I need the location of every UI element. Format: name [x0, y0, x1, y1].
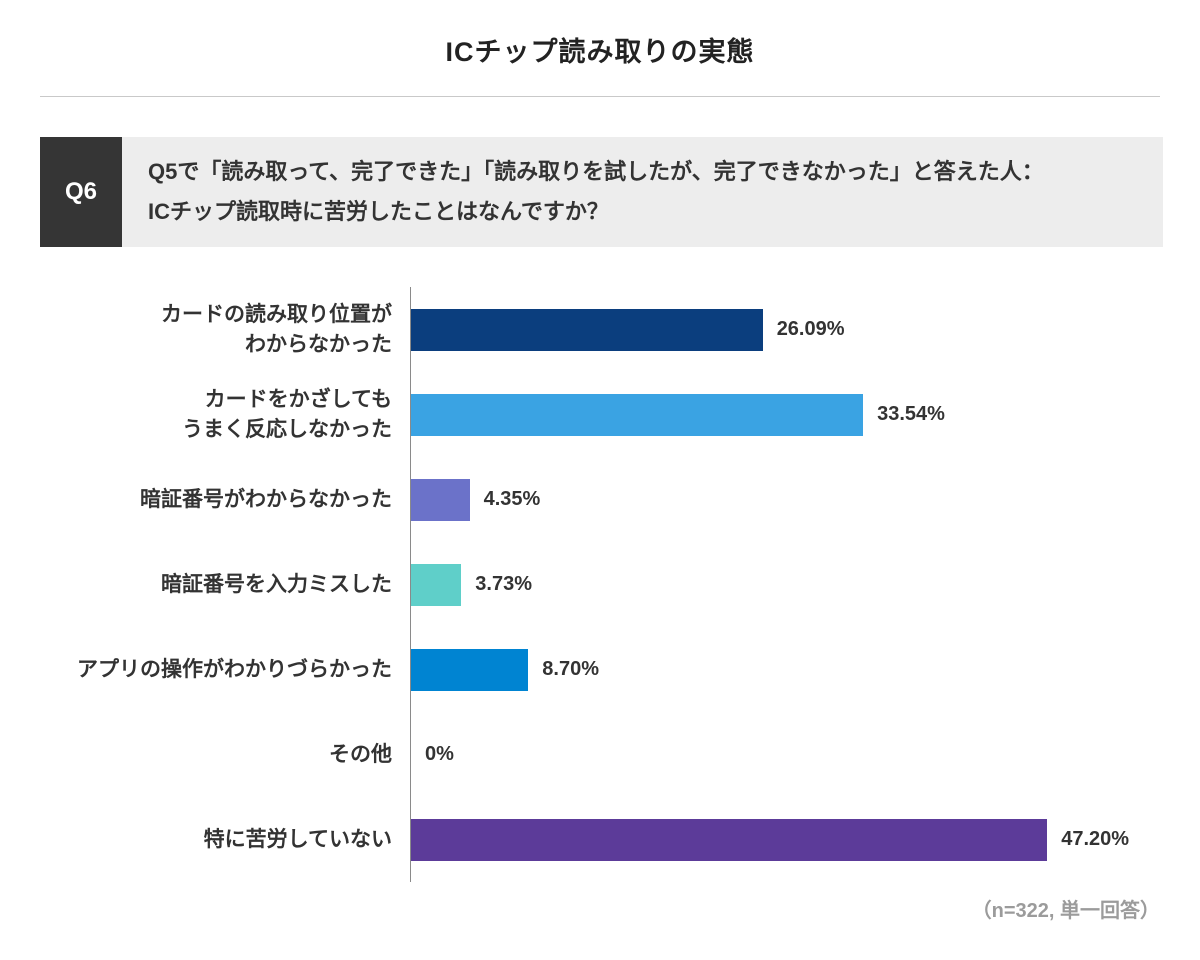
category-label: 暗証番号がわからなかった [140, 487, 392, 511]
chart-row: カードをかざしても うまく反応しなかった 33.54% [40, 372, 1160, 457]
chart-row: 特に苦労していない 47.20% [40, 797, 1160, 882]
bar-track: 0% [410, 712, 1160, 797]
category-label: アプリの操作がわかりづらかった [77, 657, 392, 681]
category-label: 特に苦労していない [203, 827, 392, 851]
bar [411, 393, 864, 436]
question-text: Q5で「読み取って、完了できた」「読み取りを試したが、完了できなかった」と答えた… [122, 137, 1163, 247]
category-label: その他 [329, 742, 392, 766]
value-label: 4.35% [483, 488, 541, 510]
value-label: 3.73% [475, 573, 532, 595]
page-title: ICチップ読み取りの実態 [445, 37, 755, 67]
category-label: 暗証番号を入力ミスした [161, 572, 392, 596]
question-block: Q6 Q5で「読み取って、完了できた」「読み取りを試したが、完了できなかった」と… [40, 137, 1163, 247]
category-label: カードをかざしても うまく反応しなかった [182, 387, 392, 441]
question-line-1: Q5で「読み取って、完了できた」「読み取りを試したが、完了できなかった」と答えた… [148, 159, 1044, 184]
question-number-badge: Q6 [40, 137, 122, 247]
question-line-2: ICチップ読取時に苦労したことはなんですか？ [148, 199, 609, 224]
chart-row: カードの読み取り位置が わからなかった 26.09% [40, 287, 1160, 372]
bar [411, 478, 470, 521]
bar-track: 26.09% [410, 287, 1160, 372]
bar-track: 47.20% [410, 797, 1160, 882]
value-label: 47.20% [1061, 828, 1130, 850]
bar [411, 818, 1048, 861]
sample-size-note: （n=322, 単一回答） [971, 900, 1160, 922]
value-label: 33.54% [877, 403, 945, 425]
bar [411, 648, 529, 691]
bar [411, 563, 462, 606]
chart-rows: カードの読み取り位置が わからなかった 26.09% カードをかざしても うまく… [40, 287, 1160, 882]
bar-track: 8.70% [410, 627, 1160, 712]
value-label: 8.70% [542, 658, 599, 680]
bar-track: 4.35% [410, 457, 1160, 542]
title-divider [40, 96, 1160, 97]
bar-track: 33.54% [410, 372, 1160, 457]
category-label: カードの読み取り位置が わからなかった [161, 302, 392, 356]
chart-row: 暗証番号がわからなかった 4.35% [40, 457, 1160, 542]
chart-row: その他 0% [40, 712, 1160, 797]
bar [411, 308, 763, 351]
value-label: 0% [425, 743, 454, 765]
value-label: 26.09% [776, 318, 845, 340]
bar-track: 3.73% [410, 542, 1160, 627]
chart-row: アプリの操作がわかりづらかった 8.70% [40, 627, 1160, 712]
bar-chart: カードの読み取り位置が わからなかった 26.09% カードをかざしても うまく… [40, 287, 1160, 882]
chart-row: 暗証番号を入力ミスした 3.73% [40, 542, 1160, 627]
